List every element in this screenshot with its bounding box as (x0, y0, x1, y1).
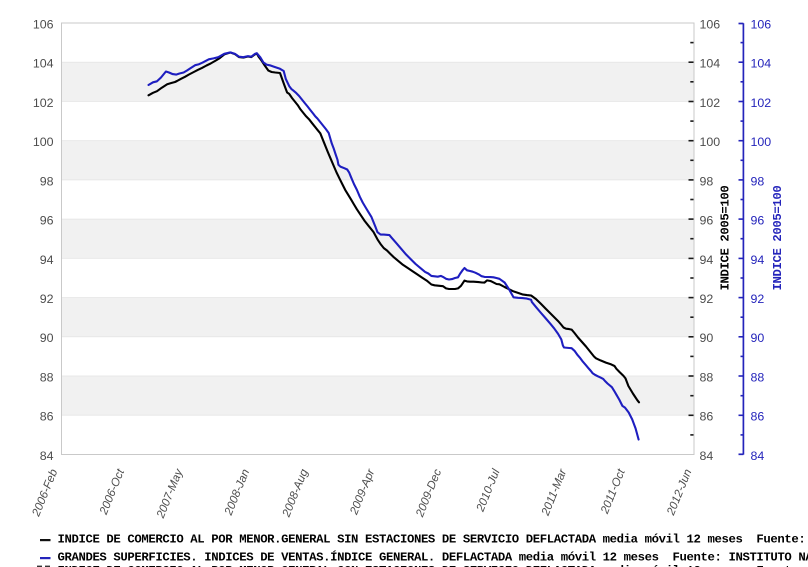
svg-text:84: 84 (751, 449, 765, 463)
svg-text:106: 106 (700, 17, 721, 31)
svg-text:92: 92 (751, 292, 765, 306)
svg-text:GRANDES SUPERFICIES. INDICES D: GRANDES SUPERFICIES. INDICES DE VENTAS.Í… (58, 550, 808, 565)
svg-text:92: 92 (700, 292, 714, 306)
svg-text:2011-Mar: 2011-Mar (539, 466, 570, 518)
svg-text:98: 98 (751, 174, 765, 188)
svg-text:102: 102 (33, 96, 54, 110)
svg-text:84: 84 (40, 449, 54, 463)
svg-text:102: 102 (700, 96, 721, 110)
svg-text:88: 88 (751, 370, 765, 384)
svg-text:94: 94 (751, 253, 765, 267)
svg-text:INDICE 2005=100: INDICE 2005=100 (719, 186, 733, 291)
svg-text:84: 84 (700, 449, 714, 463)
svg-text:96: 96 (700, 214, 714, 228)
svg-text:94: 94 (700, 253, 714, 267)
svg-text:86: 86 (700, 410, 714, 424)
svg-text:2008-Jan: 2008-Jan (222, 467, 253, 518)
svg-text:100: 100 (33, 135, 54, 149)
svg-text:2006-Oct: 2006-Oct (97, 467, 128, 518)
svg-text:98: 98 (700, 174, 714, 188)
svg-text:2012-Jun: 2012-Jun (664, 467, 695, 518)
svg-text:2007-May: 2007-May (154, 466, 186, 521)
svg-text:100: 100 (700, 135, 721, 149)
svg-text:96: 96 (40, 214, 54, 228)
svg-text:2010-Jul: 2010-Jul (473, 467, 502, 514)
svg-text:96: 96 (751, 214, 765, 228)
svg-text:104: 104 (751, 57, 772, 71)
svg-text:2011-Oct: 2011-Oct (598, 467, 628, 517)
svg-text:2006-Feb: 2006-Feb (29, 467, 60, 519)
svg-text:100: 100 (751, 135, 772, 149)
svg-text:92: 92 (40, 292, 54, 306)
svg-text:102: 102 (751, 96, 772, 110)
svg-text:86: 86 (40, 410, 54, 424)
svg-text:94: 94 (40, 253, 54, 267)
svg-text:86: 86 (751, 410, 765, 424)
svg-text:98: 98 (40, 174, 54, 188)
svg-text:88: 88 (40, 370, 54, 384)
svg-text:2009-Apr: 2009-Apr (347, 466, 378, 517)
svg-text:90: 90 (40, 331, 54, 345)
svg-text:106: 106 (751, 17, 772, 31)
svg-text:INDICE DE COMERCIO AL POR MENO: INDICE DE COMERCIO AL POR MENOR.GENERAL … (58, 533, 808, 547)
svg-text:106: 106 (33, 17, 54, 31)
svg-text:88: 88 (700, 370, 714, 384)
svg-text:104: 104 (700, 57, 721, 71)
svg-text:2009-Dec: 2009-Dec (413, 467, 444, 520)
svg-text:90: 90 (700, 331, 714, 345)
svg-text:104: 104 (33, 57, 54, 71)
svg-text:INDICE 2005=100: INDICE 2005=100 (771, 186, 785, 291)
svg-text:90: 90 (751, 331, 765, 345)
svg-text:INDICE DE COMERCIO AL POR MENO: INDICE DE COMERCIO AL POR MENOR.GENERAL … (58, 564, 808, 567)
svg-text:2008-Aug: 2008-Aug (279, 467, 310, 520)
